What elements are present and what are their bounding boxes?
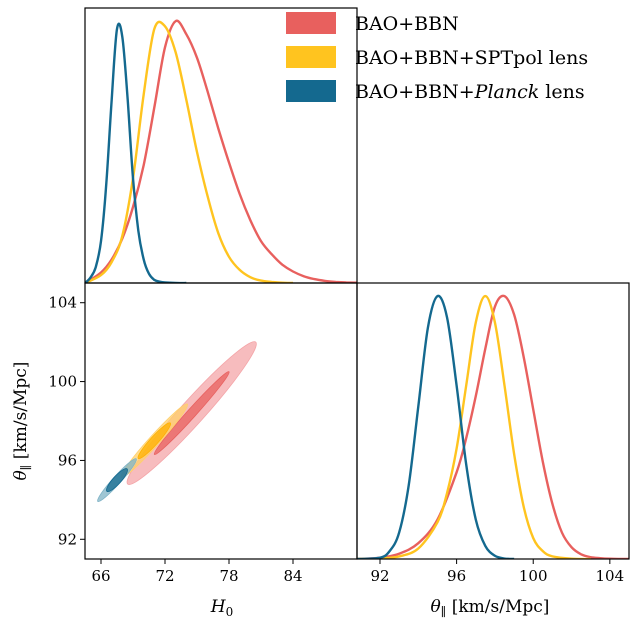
panel-frame	[356, 282, 630, 560]
x-tick-label: 72	[155, 567, 174, 585]
x-axis-label-h0: H0	[210, 597, 233, 619]
legend-label-sptpol: BAO+BBN+SPTpol lens	[355, 47, 588, 69]
x-tick-label: 66	[91, 567, 110, 585]
y-tick-label: 96	[58, 451, 77, 469]
series-line-bao-bbn	[85, 19, 357, 283]
legend: BAO+BBN BAO+BBN+SPTpol lens BAO+BBN+Plan…	[286, 12, 588, 103]
x-tick-label: 96	[447, 567, 466, 585]
x-axis-label-theta: θ∥ [km/s/Mpc]	[431, 597, 550, 619]
y-tick-label: 104	[48, 294, 77, 312]
legend-label-bao-bbn: BAO+BBN	[355, 13, 459, 35]
series-line-bao-bbn-planck-lens	[357, 294, 515, 559]
x-tick-label: 104	[596, 567, 625, 585]
plot-area	[97, 341, 257, 502]
contour-inner-bao-bbn-planck-lens	[106, 468, 128, 493]
x-tick-label: 92	[370, 567, 389, 585]
series-line-bao-bbn	[357, 294, 629, 559]
panel-h0-posterior	[84, 7, 358, 284]
legend-swatch-bao-bbn	[286, 12, 336, 34]
plot-area	[85, 19, 357, 283]
plot-area	[357, 294, 629, 559]
legend-swatch-planck	[286, 80, 336, 102]
y-tick-label: 92	[58, 530, 77, 548]
series-line-bao-bbn-planck-lens	[85, 22, 187, 283]
y-axis-label-theta: θ∥ [km/s/Mpc]	[11, 362, 33, 481]
panel-theta-posterior: 92 96 100 104	[356, 282, 630, 585]
contour-inner-bao-bbn	[153, 371, 230, 455]
series-line-bao-bbn-sptpol-lens	[357, 294, 591, 559]
series-line-bao-bbn-sptpol-lens	[85, 20, 294, 283]
contour-inner-bao-bbn-sptpol-lens	[137, 422, 171, 460]
legend-swatch-sptpol	[286, 46, 336, 68]
legend-label-planck: BAO+BBN+Planck lens	[355, 81, 585, 103]
x-tick-label: 100	[519, 567, 548, 585]
y-tick-label: 100	[48, 373, 77, 391]
x-tick-label: 78	[219, 567, 238, 585]
x-tick-label: 84	[283, 567, 302, 585]
